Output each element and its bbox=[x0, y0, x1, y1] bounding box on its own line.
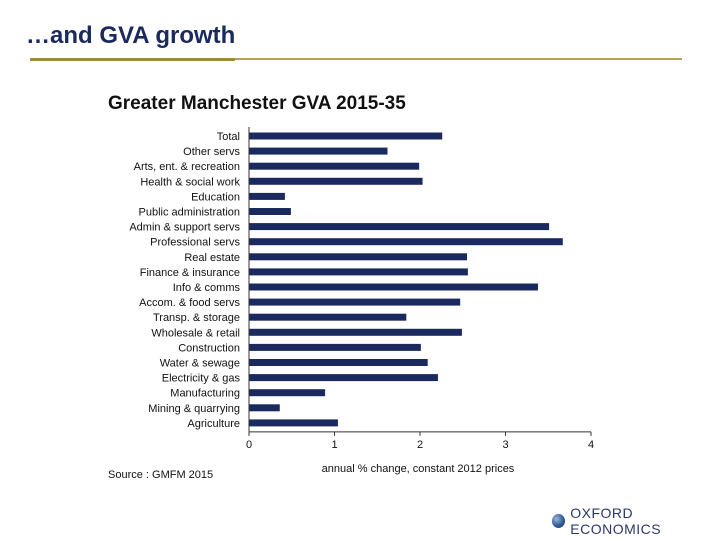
category-label: Electricity & gas bbox=[162, 373, 241, 385]
bar bbox=[249, 268, 468, 276]
chart-title: Greater Manchester GVA 2015-35 bbox=[108, 93, 406, 114]
bar bbox=[249, 162, 420, 170]
x-axis-label: annual % change, constant 2012 prices bbox=[322, 463, 515, 475]
title-underline bbox=[30, 58, 682, 60]
category-label: Wholesale & retail bbox=[151, 327, 240, 339]
category-label: Real estate bbox=[184, 252, 240, 264]
category-label: Professional servs bbox=[150, 237, 240, 249]
chart-source: Source : GMFM 2015 bbox=[108, 469, 213, 481]
x-tick-label: 0 bbox=[246, 439, 252, 451]
bar bbox=[249, 147, 388, 155]
category-label: Finance & insurance bbox=[140, 267, 240, 279]
category-label: Arts, ent. & recreation bbox=[134, 161, 240, 173]
bar bbox=[249, 132, 443, 140]
category-label: Manufacturing bbox=[170, 388, 240, 400]
category-label: Construction bbox=[178, 342, 240, 354]
x-tick-label: 1 bbox=[331, 439, 337, 451]
x-tick-label: 4 bbox=[588, 439, 594, 451]
x-tick-label: 3 bbox=[502, 439, 508, 451]
bar bbox=[249, 298, 461, 306]
slide-title: …and GVA growth bbox=[26, 22, 236, 49]
category-label: Public administration bbox=[139, 207, 241, 219]
bar bbox=[249, 359, 428, 366]
bar bbox=[249, 374, 438, 382]
logo-text: OXFORD ECONOMICS bbox=[570, 505, 662, 537]
category-label: Water & sewage bbox=[160, 358, 240, 370]
category-label: Transp. & storage bbox=[153, 312, 240, 324]
bar bbox=[249, 238, 563, 246]
category-label: Total bbox=[217, 131, 240, 143]
category-label: Agriculture bbox=[187, 418, 240, 430]
category-label: Admin & support servs bbox=[129, 222, 240, 234]
gva-bar-chart: Greater Manchester GVA 2015-35 Total Other… bbox=[108, 93, 594, 481]
bar bbox=[249, 223, 550, 231]
bar bbox=[249, 208, 291, 215]
category-label: Info & comms bbox=[173, 282, 241, 294]
bar bbox=[249, 313, 407, 321]
category-label: Accom. & food servs bbox=[139, 297, 240, 309]
bar bbox=[249, 419, 338, 427]
bar bbox=[249, 343, 421, 351]
oxford-economics-logo: OXFORD ECONOMICS bbox=[552, 505, 720, 537]
bar bbox=[249, 389, 326, 397]
bar bbox=[249, 192, 285, 200]
category-label: Education bbox=[191, 191, 240, 203]
category-label: Health & social work bbox=[140, 176, 240, 188]
bar bbox=[249, 177, 423, 185]
bar bbox=[249, 283, 538, 291]
category-label: Other servs bbox=[183, 146, 240, 158]
title-underline-accent bbox=[30, 58, 235, 61]
bar bbox=[249, 328, 462, 336]
x-tick-label: 2 bbox=[417, 439, 423, 451]
category-label: Mining & quarrying bbox=[148, 403, 240, 415]
bar bbox=[249, 404, 280, 412]
globe-icon bbox=[552, 514, 566, 528]
bar bbox=[249, 253, 468, 261]
